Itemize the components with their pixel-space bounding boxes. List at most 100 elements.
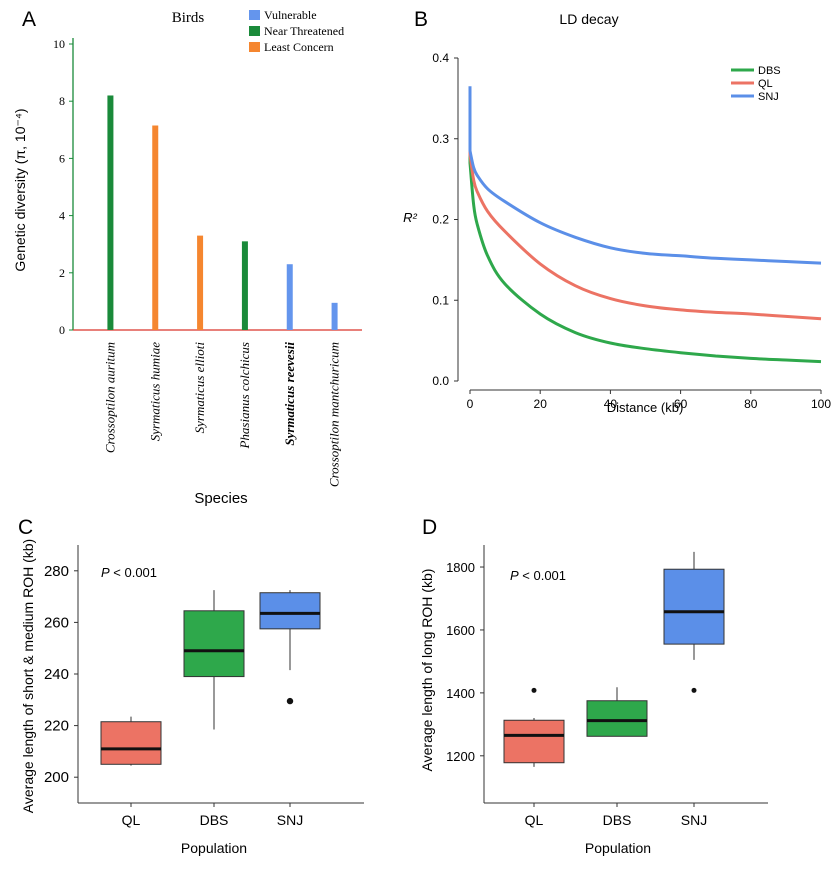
chart-a-bar — [152, 125, 159, 330]
chart-c-tick-labels: 200 220 240 260 280 QL DBS SNJ — [44, 563, 303, 828]
chart-a-bar — [286, 264, 293, 330]
chart-d-x-tick-label: QL — [525, 812, 544, 828]
chart-a-ylabel: Genetic diversity (π, 10⁻⁴) — [12, 108, 28, 271]
panel-b-letter: B — [414, 8, 428, 31]
chart-d-x-tick-label: DBS — [603, 812, 632, 828]
chart-c-box — [183, 610, 245, 678]
chart-b-x-tick-label: 100 — [811, 397, 831, 411]
chart-b-series-line — [468, 126, 822, 364]
chart-b-lines — [468, 86, 822, 364]
chart-c-outlier — [286, 697, 294, 705]
chart-c-y-tick-label: 260 — [44, 614, 69, 631]
chart-d-y-tick-label: 1400 — [446, 686, 475, 701]
chart-a-xlabel: Species — [194, 490, 247, 507]
panel-c-letter: C — [18, 516, 33, 539]
chart-d-xlabel: Population — [585, 840, 651, 856]
chart-a-category-label: Syrmaticus humiae — [147, 342, 162, 442]
chart-a-category-label: Crossoptilon auritum — [102, 342, 117, 453]
chart-a-legend-label: Least Concern — [264, 40, 334, 54]
chart-d-y-tick-label: 1800 — [446, 560, 475, 575]
chart-a-y-tick-label: 4 — [59, 209, 65, 223]
chart-d-y-tick-label: 1600 — [446, 623, 475, 638]
chart-b-legend-label: SNJ — [758, 91, 779, 103]
chart-a-bars — [107, 95, 338, 330]
chart-a-bar — [107, 95, 114, 330]
chart-c-x-tick-label: SNJ — [277, 812, 303, 828]
chart-d-ylabel: Average length of long ROH (kb) — [419, 569, 435, 772]
chart-b-x-tick-label: 20 — [534, 397, 548, 411]
chart-a-legend-swatch — [249, 26, 260, 36]
chart-b-tick-labels: 0.0 0.1 0.2 0.3 0.4 0 20 40 60 80 100 — [432, 51, 831, 411]
chart-b-series-line — [468, 86, 822, 265]
chart-d-annotation: P < 0.001 — [510, 568, 566, 583]
chart-a-y-tick-label: 0 — [59, 323, 65, 337]
chart-a-category-label: Syrmaticus reevesii — [282, 342, 297, 446]
chart-c-annotation-p: P — [101, 565, 110, 580]
chart-a-category-label: Phasianus colchicus — [237, 342, 252, 450]
chart-c-annotation-rest: < 0.001 — [110, 565, 157, 580]
chart-c-boxes — [100, 590, 321, 766]
chart-b-axes — [454, 57, 822, 394]
chart-b-y-tick-label: 0.0 — [432, 374, 449, 388]
chart-d-box — [503, 719, 565, 764]
chart-c-annotation: P < 0.001 — [101, 565, 157, 580]
chart-c-box — [259, 592, 321, 630]
chart-b-x-tick-label: 80 — [744, 397, 758, 411]
panel-a: A Birds 0 2 4 6 8 10 Crossoptilon auritum Syrm… — [12, 8, 362, 507]
chart-b-y-tick-label: 0.4 — [432, 51, 449, 65]
chart-a-y-tick-label: 6 — [59, 151, 65, 165]
chart-b-series-line — [468, 102, 822, 321]
chart-d-annotation-p: P — [510, 568, 519, 583]
panel-a-letter: A — [22, 8, 36, 31]
chart-d-axes — [480, 545, 768, 807]
chart-c-x-tick-label: DBS — [200, 812, 229, 828]
chart-c-y-tick-label: 220 — [44, 718, 69, 735]
chart-a-tick-labels: 0 2 4 6 8 10 — [53, 37, 65, 337]
chart-c-ylabel: Average length of short & medium ROH (kb… — [20, 539, 36, 813]
chart-c-y-tick-label: 280 — [44, 563, 69, 580]
chart-d-y-tick-label: 1200 — [446, 749, 475, 764]
chart-c-y-tick-label: 240 — [44, 666, 69, 683]
chart-d-outlier — [531, 687, 537, 693]
chart-a-bar — [241, 241, 248, 330]
chart-b-legend-label: DBS — [758, 65, 781, 77]
chart-c-box — [100, 721, 162, 765]
chart-b-legend-label: QL — [758, 78, 773, 90]
panel-c: C 200 220 240 260 280 QL DBS SNJ P < 0.001 Aver… — [18, 516, 364, 856]
chart-a-category-label: Crossoptilon mantchuricum — [327, 342, 342, 487]
chart-b-x-tick-label: 40 — [604, 397, 618, 411]
chart-b-xlabel: Distance (kb) — [607, 400, 684, 415]
chart-a-axes — [69, 38, 362, 331]
chart-a-legend-swatch — [249, 10, 260, 20]
chart-b-x-tick-label: 0 — [467, 397, 474, 411]
chart-d-box — [586, 700, 648, 737]
chart-c-x-tick-label: QL — [122, 812, 141, 828]
chart-a-y-tick-label: 8 — [59, 94, 65, 108]
panel-d-letter: D — [422, 516, 437, 539]
chart-b-y-tick-label: 0.1 — [432, 293, 449, 307]
chart-c-y-tick-label: 200 — [44, 769, 69, 786]
chart-d-box — [663, 568, 725, 645]
chart-d-tick-labels: 1200 1400 1600 1800 QL DBS SNJ — [446, 560, 707, 828]
chart-a-bar — [197, 235, 204, 330]
chart-a-category-labels: Crossoptilon auritum Syrmaticus humiae Syr… — [102, 342, 341, 487]
chart-a-y-tick-label: 2 — [59, 266, 65, 280]
panel-b: B LD decay 0.0 0.1 0.2 0.3 0.4 0 20 40 60 80 100 D… — [403, 8, 831, 415]
chart-b-y-tick-label: 0.3 — [432, 132, 449, 146]
chart-b-x-tick-label: 60 — [674, 397, 688, 411]
chart-d-annotation-rest: < 0.001 — [519, 568, 566, 583]
chart-c-xlabel: Population — [181, 840, 247, 856]
chart-b-ylabel: R² — [403, 210, 417, 225]
chart-a-y-tick-label: 10 — [53, 37, 65, 51]
chart-a-legend-label: Vulnerable — [264, 8, 317, 22]
chart-d-x-tick-label: SNJ — [681, 812, 707, 828]
chart-a-title: Birds — [172, 10, 205, 26]
chart-a-bar — [331, 302, 338, 330]
chart-a-legend: Vulnerable Near Threatened Least Concern — [249, 8, 344, 54]
chart-a-category-label: Syrmaticus ellioti — [192, 342, 207, 434]
chart-b-y-tick-label: 0.2 — [432, 213, 449, 227]
panel-d: D 1200 1400 1600 1800 QL DBS SNJ P < 0.001 Ave… — [419, 516, 768, 856]
chart-d-outlier — [691, 687, 697, 693]
